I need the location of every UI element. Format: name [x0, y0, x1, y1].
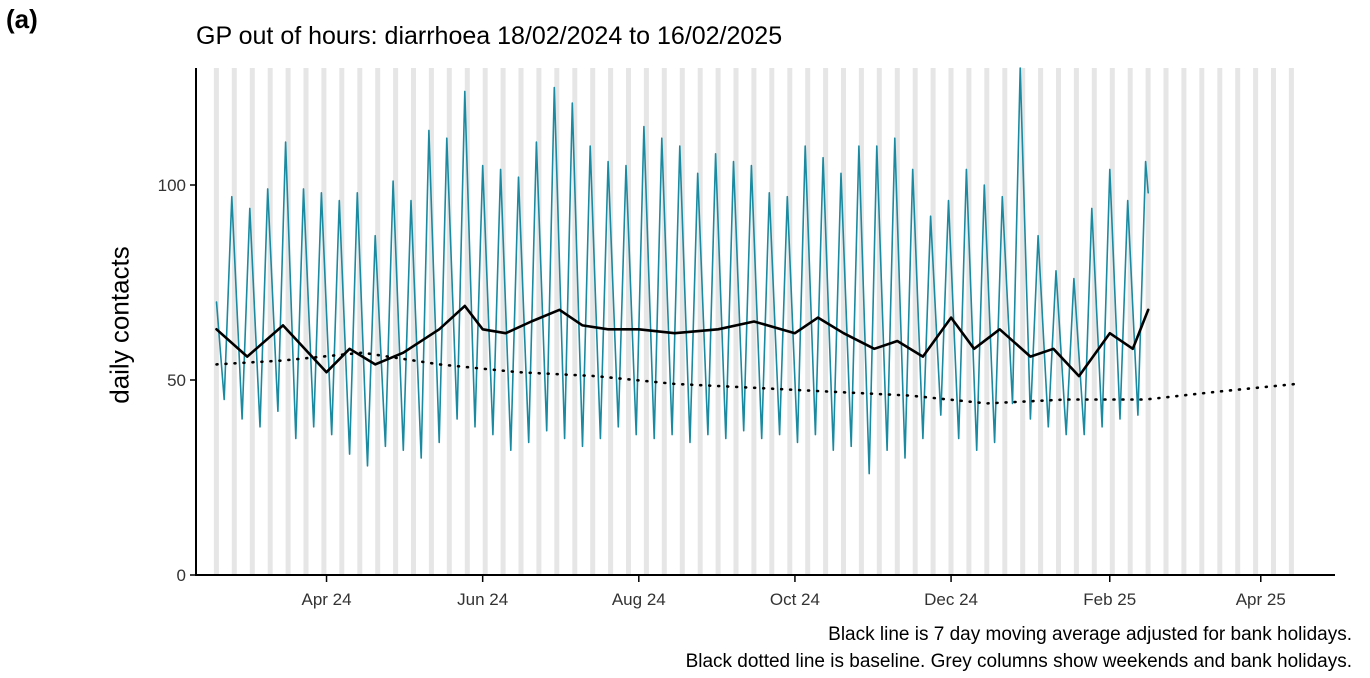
weekend-column	[1091, 68, 1097, 575]
weekend-column	[733, 68, 739, 575]
y-tick-label: 0	[177, 566, 186, 585]
weekend-column	[787, 68, 793, 575]
weekend-column	[1235, 68, 1241, 575]
caption-baseline: Black dotted line is baseline. Grey colu…	[685, 651, 1352, 672]
weekend-column	[876, 68, 882, 575]
weekend-column	[1181, 68, 1187, 575]
weekend-column	[500, 68, 506, 575]
weekend-column	[428, 68, 434, 575]
series-line-baseline	[215, 351, 1298, 405]
x-tick-label: Apr 25	[1236, 590, 1286, 609]
weekend-column	[357, 68, 363, 575]
x-tick-label: Aug 24	[612, 590, 666, 609]
weekend-column	[948, 68, 954, 575]
weekend-column	[894, 68, 900, 575]
weekend-column	[518, 68, 524, 575]
weekend-column	[679, 68, 685, 575]
panel-label: (a)	[6, 4, 38, 34]
weekend-column	[231, 68, 237, 575]
weekend-column	[1020, 68, 1026, 575]
weekend-column	[715, 68, 721, 575]
x-tick-label: Dec 24	[924, 590, 978, 609]
weekend-column	[1127, 68, 1133, 575]
weekend-column	[1199, 68, 1205, 575]
weekend-column	[375, 68, 381, 575]
weekend-column	[536, 68, 542, 575]
weekend-column	[805, 68, 811, 575]
weekend-column	[393, 68, 399, 575]
weekend-column	[966, 68, 972, 575]
weekend-column	[1002, 68, 1008, 575]
weekend-column	[285, 68, 291, 575]
weekend-column	[249, 68, 255, 575]
weekend-column	[1145, 68, 1151, 575]
weekend-column	[912, 68, 918, 575]
weekend-column	[984, 68, 990, 575]
caption-moving-average: Black line is 7 day moving average adjus…	[828, 624, 1352, 645]
weekend-column	[1217, 68, 1223, 575]
weekend-column	[697, 68, 703, 575]
weekend-column	[303, 68, 309, 575]
weekend-column	[769, 68, 775, 575]
weekend-column	[339, 68, 345, 575]
weekend-column	[841, 68, 846, 575]
weekend-column	[1271, 68, 1276, 575]
x-tick-label: Oct 24	[770, 590, 820, 609]
weekend-column	[464, 68, 470, 575]
weekend-column	[1253, 68, 1259, 575]
weekend-column	[1038, 68, 1044, 575]
chart-title: GP out of hours: diarrhoea 18/02/2024 to…	[196, 22, 783, 50]
weekend-column	[321, 68, 327, 575]
weekend-column	[1288, 68, 1294, 575]
y-tick-label: 50	[167, 371, 186, 390]
weekend-column	[554, 68, 560, 575]
weekend-column	[267, 68, 273, 575]
weekend-column	[213, 68, 219, 575]
weekend-column	[482, 68, 488, 575]
x-tick-label: Feb 25	[1083, 590, 1136, 609]
weekend-column	[930, 68, 936, 575]
x-tick-label: Apr 24	[301, 590, 351, 609]
series-line-daily	[215, 67, 1149, 475]
x-tick-label: Jun 24	[457, 590, 508, 609]
weekend-column	[858, 68, 864, 575]
series-line-moving-average	[215, 304, 1150, 378]
weekend-column	[608, 68, 614, 575]
weekend-column	[590, 68, 596, 575]
weekend-column	[1109, 68, 1115, 575]
weekend-column	[411, 68, 416, 575]
weekend-column	[661, 68, 667, 575]
weekend-column	[626, 68, 631, 575]
weekend-column	[1163, 68, 1169, 575]
y-tick-label: 100	[158, 176, 186, 195]
weekend-column	[643, 68, 649, 575]
